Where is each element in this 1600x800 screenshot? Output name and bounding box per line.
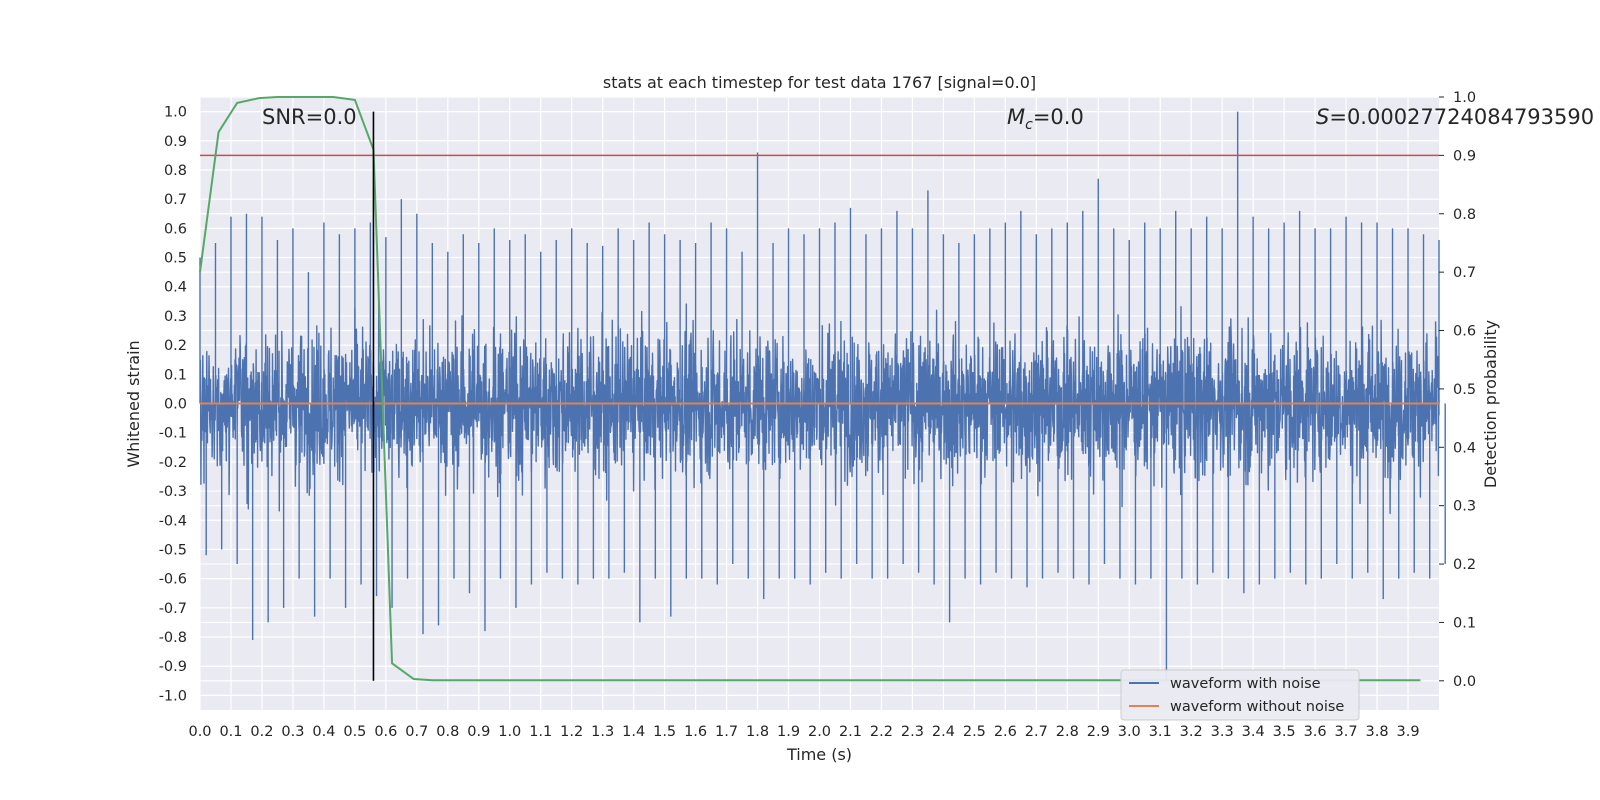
y-tick-label: 0.2 [164, 338, 187, 354]
y-tick-label: 0.4 [164, 280, 187, 296]
y-axis-label: Whitened strain [124, 340, 143, 467]
s-symbol: S [1316, 105, 1329, 129]
legend-label-without-noise: waveform without noise [1170, 699, 1344, 715]
y-tick-label: -0.1 [159, 426, 187, 442]
mc-value: =0.0 [1033, 105, 1084, 129]
legend-label-with-noise: waveform with noise [1170, 676, 1321, 692]
series-waveform-with-noise [199, 299, 1440, 515]
x-tick-label: 2.9 [1087, 724, 1110, 740]
s-value: =0.00027724084793590 [1329, 105, 1594, 129]
y-right-tick-label: 0.5 [1453, 382, 1476, 398]
x-tick-label: 0.9 [467, 724, 490, 740]
y-right-tick-label: 0.3 [1453, 499, 1476, 515]
x-tick-label: 1.5 [653, 724, 676, 740]
y-tick-label: 0.1 [164, 367, 187, 383]
y-tick-label: -0.2 [159, 455, 187, 471]
y-right-tick-label: 0.4 [1453, 440, 1476, 456]
y-tick-label: 0.8 [164, 163, 187, 179]
x-tick-label: 1.1 [529, 724, 552, 740]
x-tick-label: 3.8 [1366, 724, 1389, 740]
y-right-tick-label: 0.2 [1453, 557, 1476, 573]
y-tick-label: 0.5 [164, 251, 187, 267]
y-tick-label: 0.6 [164, 221, 187, 237]
x-tick-label: 3.3 [1211, 724, 1234, 740]
mc-symbol: M [1007, 105, 1025, 129]
y-tick-label: -0.3 [159, 484, 187, 500]
x-tick-label: 0.4 [312, 724, 335, 740]
x-tick-label: 1.7 [715, 724, 738, 740]
x-tick-label: 2.2 [870, 724, 893, 740]
x-tick-label: 3.4 [1242, 724, 1265, 740]
x-tick-label: 3.9 [1396, 724, 1419, 740]
x-tick-label: 3.7 [1335, 724, 1358, 740]
x-tick-label: 1.8 [746, 724, 769, 740]
x-tick-label: 0.0 [188, 724, 211, 740]
chart-title: stats at each timestep for test data 176… [603, 73, 1036, 92]
y-right-tick-label: 0.6 [1453, 324, 1476, 340]
y-tick-label: 1.0 [164, 105, 187, 121]
x-tick-label: 0.6 [374, 724, 397, 740]
ticks: 0.0 0.1 0.2 0.3 0.4 0.5 0.6 0.7 0.8 0.9 1.0 1.1 1.2 1… [159, 90, 1476, 740]
x-tick-label: 2.3 [901, 724, 924, 740]
x-tick-label: 3.2 [1180, 724, 1203, 740]
s-annotation: S=0.00027724084793590 [1316, 105, 1594, 129]
y-tick-label: -0.6 [159, 572, 187, 588]
x-tick-label: 1.0 [498, 724, 521, 740]
x-tick-label: 0.5 [343, 724, 366, 740]
legend-box [1120, 669, 1360, 721]
x-tick-label: 1.4 [622, 724, 645, 740]
x-tick-label: 0.8 [436, 724, 459, 740]
snr-annotation: SNR=0.0 [262, 105, 357, 129]
mc-subscript: c [1025, 117, 1033, 133]
y-tick-label: -0.5 [159, 542, 187, 558]
y-tick-label: -0.7 [159, 601, 187, 617]
x-tick-label: 1.2 [560, 724, 583, 740]
x-tick-label: 3.0 [1118, 724, 1141, 740]
x-tick-label: 3.5 [1273, 724, 1296, 740]
y-tick-label: 0.3 [164, 309, 187, 325]
x-tick-label: 1.3 [591, 724, 614, 740]
x-tick-label: 3.6 [1304, 724, 1327, 740]
x-tick-label: 0.3 [281, 724, 304, 740]
y-tick-label: 0.9 [164, 134, 187, 150]
x-tick-label: 1.6 [684, 724, 707, 740]
x-tick-label: 2.8 [1056, 724, 1079, 740]
y-right-tick-label: 0.0 [1453, 674, 1476, 690]
mc-annotation: Mc=0.0 [1007, 105, 1084, 133]
y-right-tick-label: 0.1 [1453, 615, 1476, 631]
x-tick-label: 3.1 [1149, 724, 1172, 740]
y-tick-label: -0.4 [159, 513, 187, 529]
data-layer [199, 96, 1446, 682]
x-tick-label: 2.1 [839, 724, 862, 740]
x-tick-label: 2.0 [808, 724, 831, 740]
y-right-tick-label: 1.0 [1453, 90, 1476, 106]
y-axis-right-label: Detection probability [1481, 320, 1500, 488]
y-right-tick-label: 0.8 [1453, 207, 1476, 223]
y-tick-label: -0.8 [159, 630, 187, 646]
y-tick-label: -0.9 [159, 659, 187, 675]
x-tick-label: 0.1 [219, 724, 242, 740]
y-tick-label: 0.7 [164, 192, 187, 208]
x-tick-label: 2.4 [932, 724, 955, 740]
y-right-tick-label: 0.7 [1453, 265, 1476, 281]
x-tick-label: 2.7 [1025, 724, 1048, 740]
x-tick-label: 1.9 [777, 724, 800, 740]
x-tick-label: 0.2 [250, 724, 273, 740]
x-tick-label: 2.6 [994, 724, 1017, 740]
y-tick-label: -1.0 [159, 688, 187, 704]
y-right-tick-label: 0.9 [1453, 148, 1476, 164]
y-tick-label: 0.0 [164, 397, 187, 413]
x-tick-label: 2.5 [963, 724, 986, 740]
series-detection-probability [199, 96, 1421, 682]
x-tick-label: 0.7 [405, 724, 428, 740]
x-axis-label: Time (s) [786, 745, 852, 764]
legend: waveform with noise waveform without noi… [1120, 669, 1360, 721]
